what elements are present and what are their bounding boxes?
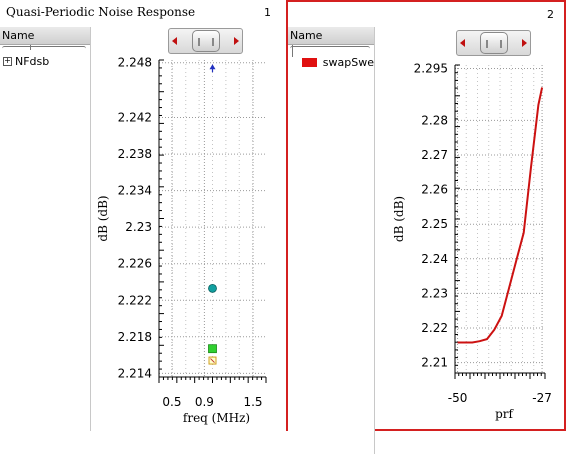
y-tick-label: 2.214	[118, 366, 152, 380]
x-tick-label: -27	[532, 391, 552, 405]
data-point-square	[208, 344, 217, 354]
x-axis-label: prf	[495, 407, 514, 421]
y-tick-label: 2.222	[118, 293, 152, 307]
legend-label: swapSwe	[322, 55, 374, 69]
zoom-scrollbar[interactable]	[168, 28, 243, 54]
plot-panel-2[interactable]: 2 Name swapSwe 2.21 2.22 2.23 2.24 2.25 2.26 2…	[286, 0, 566, 454]
y-tick-label: 2.23	[421, 286, 448, 300]
trace-tree: Name + NFdsb	[0, 27, 91, 431]
scroll-left-icon[interactable]	[460, 39, 465, 47]
y-tick-label: 2.21	[421, 356, 448, 370]
y-tick-label: 2.22	[421, 321, 448, 335]
expand-icon[interactable]: +	[3, 55, 12, 66]
panel-number: 2	[547, 8, 554, 21]
data-point-arrow	[209, 64, 216, 70]
x-axis-label: freq (MHz)	[183, 411, 250, 425]
x-tick-label: -50	[448, 391, 468, 405]
y-tick-label: 2.27	[421, 148, 448, 162]
x-tick-label: 0.5	[162, 395, 181, 409]
y-tick-label: 2.23	[125, 220, 152, 234]
x-tick-label: 1.5	[243, 395, 262, 409]
y-tick-label: 2.26	[421, 183, 448, 197]
series-line-swapswe	[457, 87, 544, 344]
y-tick-label: 2.226	[118, 257, 152, 271]
tree-item-label: NFdsb	[15, 54, 50, 68]
y-tick-label: 2.238	[118, 147, 152, 161]
zoom-scrollbar[interactable]	[456, 30, 531, 56]
scroll-right-icon[interactable]	[234, 37, 239, 45]
chart-1[interactable]: 2.214 2.218 2.222 2.226 2.23 2.234 2.238 2.242 2…	[0, 0, 284, 431]
panel-title: Quasi-Periodic Noise Response	[6, 5, 196, 19]
chart-2[interactable]: 2.21 2.22 2.23 2.24 2.25 2.26 2.27 2.28 2.295 -50…	[288, 2, 564, 429]
data-point-cross	[210, 358, 215, 363]
panel-number: 1	[264, 6, 271, 19]
y-axis-label: dB (dB)	[392, 196, 406, 242]
y-tick-label: 2.248	[118, 56, 152, 70]
tree-column-header[interactable]: Name	[288, 27, 374, 45]
trace-tree: Name swapSwe	[288, 27, 375, 454]
y-axis-label: dB (dB)	[96, 195, 110, 241]
y-tick-label: 2.218	[118, 330, 152, 344]
scroll-thumb[interactable]	[192, 30, 220, 52]
y-tick-label: 2.28	[421, 113, 448, 127]
x-tick-label: 0.9	[195, 395, 214, 409]
y-tick-label: 2.295	[414, 61, 448, 75]
tree-item-nfdsb[interactable]: + NFdsb	[0, 53, 90, 69]
plot-panel-1[interactable]: Quasi-Periodic Noise Response 1 Name + N…	[0, 0, 284, 431]
y-tick-label: 2.234	[118, 184, 152, 198]
tree-connector	[288, 45, 374, 57]
legend-swatch	[302, 57, 317, 67]
scroll-left-icon[interactable]	[172, 37, 177, 45]
data-point-circle	[208, 283, 217, 293]
y-tick-label: 2.25	[421, 217, 448, 231]
y-tick-label: 2.242	[118, 111, 152, 125]
scroll-thumb[interactable]	[480, 32, 508, 54]
legend-item-swapswe[interactable]: swapSwe	[288, 53, 374, 71]
tree-column-header[interactable]: Name	[0, 27, 90, 45]
tree-connector	[0, 45, 90, 53]
scroll-right-icon[interactable]	[522, 39, 527, 47]
y-tick-label: 2.24	[421, 252, 448, 266]
